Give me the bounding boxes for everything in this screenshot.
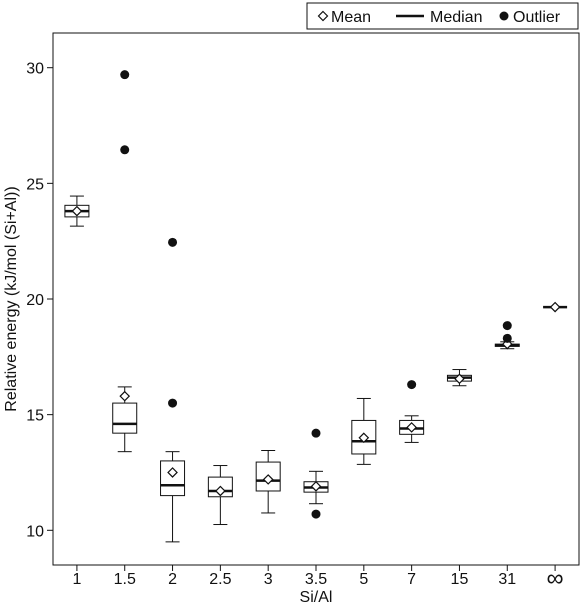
x-tick-label: 3.5	[305, 571, 327, 588]
y-tick-label: 15	[26, 408, 44, 425]
box-group	[351, 397, 377, 465]
mean-marker	[71, 205, 83, 217]
x-tick-label: 15	[451, 571, 469, 588]
outlier-point	[407, 380, 417, 390]
legend-outlier-marker	[499, 11, 509, 21]
outlier-point	[168, 398, 178, 408]
legend: Mean Median Outlier	[306, 2, 579, 30]
x-tick-label: 2.5	[209, 571, 231, 588]
x-tick-label: 3	[264, 571, 273, 588]
mean-marker	[358, 432, 370, 444]
legend-mean-label: Mean	[331, 9, 371, 26]
mean-marker	[215, 485, 226, 497]
box-group	[543, 301, 568, 313]
y-tick-label: 30	[26, 61, 44, 78]
box-group	[399, 380, 425, 443]
box-group	[446, 369, 472, 387]
box-group	[112, 70, 138, 453]
mean-marker	[454, 373, 465, 385]
x-axis: 1 1.5 2 2.5 3 3.5 5 7 15 31 ∞	[72, 565, 564, 592]
mean-marker	[501, 338, 513, 350]
legend-median-label: Median	[430, 9, 482, 26]
x-tick-label: 5	[359, 571, 368, 588]
box-group	[207, 465, 233, 526]
box-group	[255, 450, 281, 514]
legend-outlier-label: Outlier	[513, 9, 561, 26]
outlier-point	[120, 145, 130, 155]
x-tick-label: 1	[72, 571, 81, 588]
outlier-point	[502, 321, 512, 331]
outlier-point	[311, 428, 321, 438]
outlier-point	[311, 509, 321, 519]
x-tick-label: ∞	[547, 565, 564, 592]
y-axis: 10 15 20 25 30	[26, 61, 53, 540]
outlier-point	[168, 237, 178, 247]
y-tick-label: 25	[26, 176, 44, 193]
box-group	[303, 428, 329, 519]
mean-marker	[119, 390, 131, 402]
outlier-point	[502, 333, 512, 343]
box-group	[160, 237, 186, 543]
mean-marker	[549, 301, 561, 313]
box-group	[494, 321, 520, 350]
y-axis-label: Relative energy (kJ/mol (Si+Al))	[3, 186, 20, 411]
mean-marker	[310, 481, 322, 492]
box	[112, 402, 138, 434]
x-tick-label: 2	[168, 571, 177, 588]
y-tick-label: 20	[26, 292, 44, 309]
outlier-point	[120, 70, 130, 80]
boxes	[64, 70, 568, 543]
legend-mean-marker	[317, 10, 329, 22]
box	[160, 460, 186, 497]
y-tick-label: 10	[26, 523, 44, 540]
x-tick-label: 31	[498, 571, 516, 588]
x-axis-label: Si/Al	[300, 589, 333, 606]
x-tick-label: 1.5	[114, 571, 136, 588]
mean-marker	[406, 422, 417, 433]
legend-box	[306, 2, 579, 30]
box	[255, 461, 281, 492]
mean-marker	[262, 474, 274, 485]
x-tick-label: 7	[407, 571, 416, 588]
box-group	[64, 195, 90, 227]
mean-marker	[167, 467, 178, 478]
